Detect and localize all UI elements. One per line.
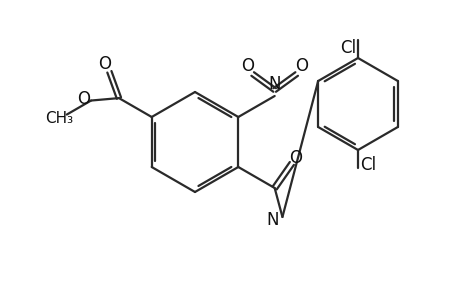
Text: Cl: Cl <box>339 39 355 57</box>
Text: O: O <box>289 149 302 167</box>
Text: O: O <box>98 55 111 73</box>
Text: N: N <box>268 75 280 93</box>
Text: O: O <box>295 57 308 75</box>
Text: CH₃: CH₃ <box>45 111 73 126</box>
Text: N: N <box>266 211 278 229</box>
Text: O: O <box>241 57 254 75</box>
Text: Cl: Cl <box>359 156 375 174</box>
Text: O: O <box>78 89 90 107</box>
